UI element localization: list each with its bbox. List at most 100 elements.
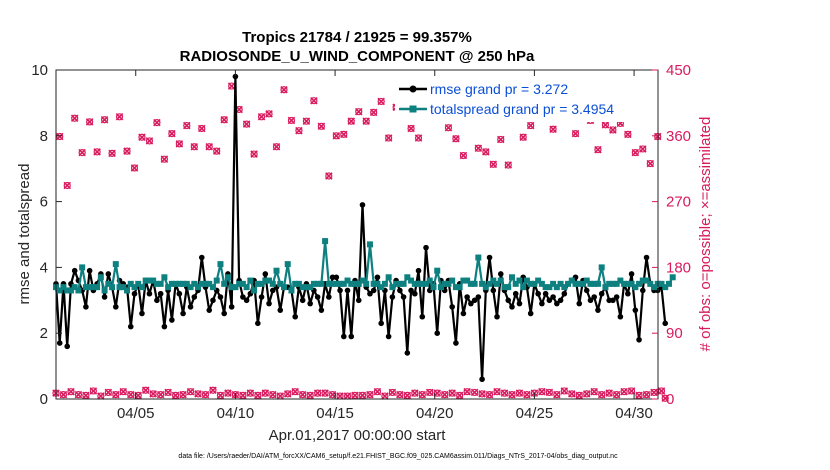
obs-assimilated-marker: [212, 147, 221, 155]
totalspread-point: [408, 277, 415, 284]
obs-assimilated-marker: [250, 150, 258, 158]
totalspread-point: [434, 267, 441, 274]
obs-possible-marker: [149, 390, 157, 398]
obs-possible-marker: [130, 164, 139, 172]
obs-assimilated-marker: [313, 389, 322, 397]
obs-assimilated-marker: [351, 391, 359, 400]
obs-possible-marker: [302, 117, 311, 125]
totalspread-point: [568, 277, 575, 284]
obs-possible-marker: [598, 391, 606, 399]
obs-possible-marker: [172, 391, 180, 399]
obs-assimilated-marker: [254, 391, 262, 400]
obs-assimilated-marker: [272, 143, 281, 151]
totalspread-point: [262, 277, 269, 284]
obs-possible-marker: [198, 124, 206, 133]
rmse-point: [576, 300, 583, 307]
obs-assimilated-marker: [145, 137, 154, 145]
obs-possible-marker: [523, 391, 531, 399]
obs-assimilated-marker: [381, 392, 389, 400]
rmse-point: [71, 267, 78, 274]
obs-possible-marker: [366, 391, 374, 399]
totalspread-point: [112, 261, 119, 268]
rmse-point: [471, 297, 478, 304]
totalspread-point: [307, 284, 314, 291]
obs-assimilated-marker: [332, 132, 341, 140]
totalspread-point: [232, 284, 239, 291]
obs-possible-marker: [504, 161, 512, 169]
obs-possible-marker: [527, 121, 535, 130]
rmse-point: [497, 271, 504, 277]
obs-possible-marker: [661, 394, 669, 402]
obs-possible-marker: [426, 388, 434, 397]
totalspread-point: [228, 284, 235, 291]
rmse-point: [105, 271, 112, 277]
obs-assimilated-marker: [220, 115, 228, 124]
totalspread-point: [109, 284, 116, 291]
totalspread-point: [542, 284, 549, 291]
totalspread-point: [236, 280, 243, 287]
obs-assimilated-marker: [160, 155, 169, 163]
obs-possible-marker: [299, 391, 307, 399]
obs-possible-marker: [605, 389, 613, 397]
chart-title-line1: Tropics 21784 / 21925 = 99.357%: [242, 29, 472, 46]
totalspread-point: [299, 284, 306, 291]
rmse-point: [243, 297, 250, 304]
totalspread-point: [494, 280, 501, 287]
obs-possible-marker: [194, 390, 202, 398]
rmse-point: [180, 310, 186, 317]
obs-assimilated-marker: [631, 148, 640, 157]
obs-assimilated-marker: [138, 133, 146, 142]
totalspread-point: [374, 280, 381, 287]
rmse-point: [64, 343, 71, 350]
totalspread-point: [135, 280, 142, 287]
obs-possible-marker: [377, 97, 385, 106]
obs-assimilated-marker: [190, 143, 199, 151]
rmse-point: [266, 300, 272, 307]
obs-assimilated-marker: [523, 390, 531, 399]
totalspread-point: [120, 284, 127, 291]
totalspread-point: [538, 280, 545, 287]
totalspread-point: [277, 280, 284, 287]
obs-possible-marker: [239, 391, 247, 399]
totalspread-point: [195, 284, 202, 291]
rmse-point: [355, 297, 362, 304]
totalspread-point: [329, 280, 336, 287]
obs-possible-marker: [340, 130, 348, 138]
rmse-point: [277, 307, 284, 313]
totalspread-point: [647, 280, 654, 287]
obs-possible-marker: [224, 389, 232, 397]
obs-possible-marker: [571, 130, 580, 138]
totalspread-point: [254, 280, 261, 287]
totalspread-point: [456, 284, 463, 291]
totalspread-point: [288, 287, 295, 294]
rmse-point: [453, 340, 459, 346]
data-series: [53, 73, 676, 383]
obs-assimilated-marker: [112, 390, 120, 399]
obs-assimilated-marker: [560, 387, 569, 395]
obs-assimilated-marker: [526, 121, 535, 130]
rmse-point: [468, 300, 474, 307]
totalspread-point: [71, 284, 78, 291]
rmse-point: [139, 310, 145, 317]
obs-possible-marker: [474, 144, 482, 152]
obs-possible-marker: [456, 391, 464, 399]
obs-assimilated-marker: [609, 126, 617, 134]
obs-assimilated-marker: [164, 388, 172, 397]
chart-title-line2: RADIOSONDE_U_WIND_COMPONENT @ 250 hPa: [180, 48, 535, 65]
obs-possible-marker: [287, 116, 296, 125]
obs-assimilated-marker: [661, 394, 669, 403]
obs-assimilated-marker: [67, 387, 75, 396]
totalspread-point: [378, 284, 385, 291]
totalspread-point: [56, 287, 63, 294]
obs-assimilated-marker: [149, 390, 157, 398]
obs-possible-marker: [407, 124, 415, 133]
rmse-point: [157, 290, 164, 297]
totalspread-point: [366, 241, 373, 248]
obs-possible-marker: [317, 122, 325, 130]
obs-assimilated-marker: [575, 391, 584, 400]
rmse-point: [550, 294, 556, 300]
totalspread-point: [180, 280, 187, 287]
rmse-point: [86, 267, 93, 274]
totalspread-point: [396, 280, 403, 287]
